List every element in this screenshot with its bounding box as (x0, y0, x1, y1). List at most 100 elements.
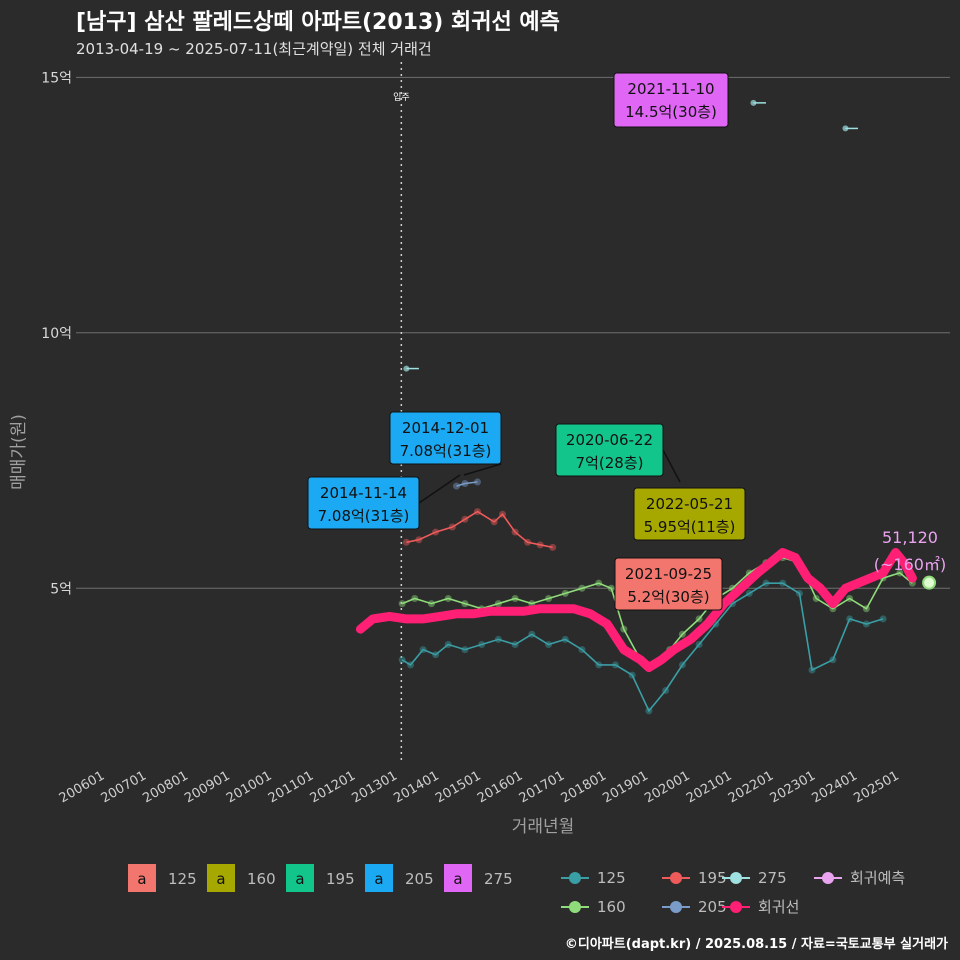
series-195-point (511, 528, 519, 536)
series-125-point (398, 656, 406, 664)
x-tick-label: 202501 (851, 768, 901, 806)
series-160-point (846, 594, 854, 602)
annotation-price: 7.08억(31층) (318, 507, 410, 525)
series-125-point (678, 661, 686, 669)
x-tick-label: 201601 (475, 768, 525, 806)
regression-layer: 51,120 (~160㎡) (355, 528, 946, 672)
forecast-point (922, 575, 937, 590)
series-160-point (461, 600, 469, 608)
series-125-point (846, 615, 854, 623)
series-125-point (419, 646, 427, 654)
series-195-point (461, 515, 469, 523)
series-195-point (524, 538, 532, 546)
annotation-box (633, 487, 746, 541)
series-125-line (401, 582, 884, 713)
legend-label-swatch (365, 864, 393, 892)
legend-line-text: 125 (597, 869, 626, 887)
series-275-point (842, 125, 849, 132)
series-125-point (795, 589, 803, 597)
series-125-point (628, 671, 636, 679)
legend-line-dot (730, 872, 742, 884)
annotation-box (389, 411, 502, 465)
series-125-point (561, 635, 569, 643)
series-160-point (561, 589, 569, 597)
series-195-point (415, 536, 423, 544)
series-125-point (611, 661, 619, 669)
y-axis-title: 매매가(원) (9, 414, 29, 490)
annotation-price: 5.2억(30층) (627, 588, 709, 606)
x-tick-label: 201501 (433, 768, 483, 806)
legend-label-key: a (453, 870, 462, 888)
x-tick-label: 201001 (224, 768, 274, 806)
legend-line-dot (670, 872, 682, 884)
series-205-line (456, 481, 478, 487)
annotation-price: 5.95억(11층) (644, 518, 736, 536)
series-125-point (762, 579, 770, 587)
series-195-point (499, 510, 507, 518)
annotation-box (613, 72, 729, 128)
series-125-point (478, 640, 486, 648)
series-125-point (545, 640, 553, 648)
annotation-date: 2014-12-01 (402, 419, 489, 437)
series-125-point (578, 646, 586, 654)
series-125-point (862, 620, 870, 628)
series-195-point (536, 541, 544, 549)
legend-line-text: 회귀예측 (850, 869, 905, 887)
chart-title: [남구] 삼산 팔레드상떼 아파트(2013) 회귀선 예측 (76, 10, 560, 35)
series-160-point (620, 625, 628, 633)
series-125-point (595, 661, 603, 669)
series-205-point (461, 480, 469, 488)
series-195-point (549, 543, 557, 551)
series-160-point (398, 600, 406, 608)
x-tick-label: 200901 (182, 768, 232, 806)
series-195-point (473, 508, 481, 516)
legend-label-text: 205 (405, 870, 434, 888)
annotation-box (555, 423, 664, 477)
x-tick-label: 200701 (99, 768, 149, 806)
annotation-price: 14.5억(30층) (625, 103, 717, 121)
series-195-point (448, 523, 456, 531)
legend-line-dot (569, 872, 581, 884)
series-160-point (411, 594, 419, 602)
legend-line-text: 205 (698, 898, 727, 916)
annotation-date: 2021-09-25 (625, 565, 712, 583)
series-125-point (645, 707, 653, 715)
series-205-point (473, 478, 481, 486)
series-160-point (427, 600, 435, 608)
series-160-point (511, 594, 519, 602)
series-125-point (444, 640, 452, 648)
legend-label-text: 160 (247, 870, 276, 888)
y-tick-label: 10억 (41, 326, 72, 342)
legend-label-text: 125 (168, 870, 197, 888)
legend-label-swatch (128, 864, 156, 892)
series-275-point (750, 99, 757, 106)
series-160-point (494, 600, 502, 608)
legend-line-dot (569, 901, 581, 913)
legend-line-dot (822, 872, 834, 884)
legend-label-swatch (207, 864, 235, 892)
series-125-point (745, 589, 753, 597)
series-125-point (779, 579, 787, 587)
legend-line-text: 195 (698, 869, 727, 887)
x-axis-title: 거래년월 (512, 817, 575, 837)
annotation-layer: 2021-11-10 14.5억(30층) 2014-12-01 7.08억(31층)… (307, 72, 746, 611)
x-tick-label: 202201 (726, 768, 776, 806)
series-layer (398, 99, 916, 715)
series-160-point (595, 579, 603, 587)
series-125-point (461, 646, 469, 654)
series-160-point (678, 630, 686, 638)
series-125-point (662, 686, 670, 694)
x-tick-label: 200801 (140, 768, 190, 806)
series-160-point (695, 615, 703, 623)
x-tick-label: 201201 (308, 768, 358, 806)
series-160-point (578, 584, 586, 592)
series-160-point (607, 584, 615, 592)
annotation-date: 2020-06-22 (566, 431, 653, 449)
x-tick-label: 202401 (810, 768, 860, 806)
x-tick-label: 202001 (642, 768, 692, 806)
series-125-point (829, 656, 837, 664)
legend-line-text: 160 (597, 898, 626, 916)
legend-label-key: a (216, 870, 225, 888)
legend-label-key: a (137, 870, 146, 888)
